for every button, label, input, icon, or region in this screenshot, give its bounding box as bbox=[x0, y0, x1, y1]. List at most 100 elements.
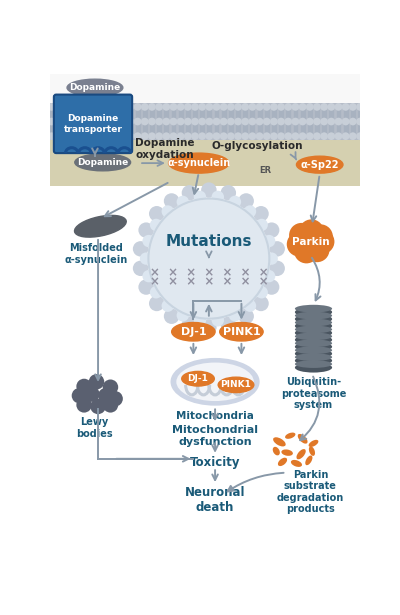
Circle shape bbox=[300, 231, 321, 252]
Ellipse shape bbox=[296, 449, 306, 459]
Circle shape bbox=[320, 132, 328, 140]
Text: Mitochondrial
dysfunction: Mitochondrial dysfunction bbox=[172, 425, 258, 446]
Bar bbox=[344, 122, 348, 135]
Bar bbox=[136, 107, 140, 120]
Bar bbox=[143, 122, 147, 135]
Circle shape bbox=[90, 399, 106, 414]
Circle shape bbox=[76, 103, 84, 111]
Circle shape bbox=[335, 117, 342, 125]
Bar bbox=[294, 122, 297, 135]
Bar bbox=[86, 122, 89, 135]
FancyBboxPatch shape bbox=[54, 95, 132, 153]
Text: Ubiquitin-
proteasome
system: Ubiquitin- proteasome system bbox=[281, 377, 346, 410]
Circle shape bbox=[198, 103, 206, 111]
Ellipse shape bbox=[295, 321, 332, 331]
Circle shape bbox=[141, 103, 149, 111]
Bar bbox=[164, 122, 168, 135]
Bar bbox=[351, 122, 355, 135]
Circle shape bbox=[120, 132, 127, 140]
Ellipse shape bbox=[75, 154, 130, 171]
Circle shape bbox=[155, 103, 163, 111]
Circle shape bbox=[248, 103, 256, 111]
Circle shape bbox=[184, 103, 192, 111]
Circle shape bbox=[270, 117, 278, 125]
Circle shape bbox=[294, 239, 319, 263]
Bar bbox=[78, 122, 82, 135]
Circle shape bbox=[284, 117, 292, 125]
Bar bbox=[121, 107, 125, 120]
Circle shape bbox=[107, 391, 123, 407]
Ellipse shape bbox=[305, 456, 312, 465]
Circle shape bbox=[306, 117, 314, 125]
Circle shape bbox=[184, 117, 192, 125]
Circle shape bbox=[201, 183, 217, 198]
Circle shape bbox=[198, 117, 206, 125]
Circle shape bbox=[212, 191, 224, 203]
Bar bbox=[294, 107, 297, 120]
Circle shape bbox=[342, 103, 350, 111]
Bar bbox=[114, 107, 118, 120]
Ellipse shape bbox=[295, 312, 332, 319]
Circle shape bbox=[170, 132, 177, 140]
Circle shape bbox=[292, 132, 299, 140]
Circle shape bbox=[220, 185, 236, 200]
Bar bbox=[243, 107, 247, 120]
Bar bbox=[222, 107, 226, 120]
Circle shape bbox=[227, 132, 235, 140]
Bar bbox=[157, 107, 161, 120]
Circle shape bbox=[148, 199, 269, 319]
Circle shape bbox=[133, 261, 148, 276]
Bar bbox=[279, 107, 283, 120]
Circle shape bbox=[310, 229, 334, 254]
Ellipse shape bbox=[295, 360, 332, 368]
Circle shape bbox=[256, 132, 264, 140]
Circle shape bbox=[84, 132, 91, 140]
Circle shape bbox=[227, 103, 235, 111]
Ellipse shape bbox=[298, 434, 308, 443]
Ellipse shape bbox=[74, 215, 126, 237]
Ellipse shape bbox=[218, 377, 254, 392]
Circle shape bbox=[277, 103, 285, 111]
Circle shape bbox=[244, 205, 256, 218]
Circle shape bbox=[177, 103, 184, 111]
Circle shape bbox=[313, 132, 321, 140]
Circle shape bbox=[194, 314, 206, 327]
Bar bbox=[93, 122, 96, 135]
Bar bbox=[222, 122, 226, 135]
Circle shape bbox=[182, 317, 197, 332]
Circle shape bbox=[349, 132, 357, 140]
Circle shape bbox=[162, 205, 174, 218]
Bar bbox=[50, 122, 54, 135]
Circle shape bbox=[69, 117, 77, 125]
Circle shape bbox=[134, 132, 142, 140]
Circle shape bbox=[320, 103, 328, 111]
Ellipse shape bbox=[309, 440, 318, 447]
Text: Mitochondria: Mitochondria bbox=[176, 411, 254, 421]
Text: Neuronal
death: Neuronal death bbox=[185, 486, 245, 514]
Circle shape bbox=[220, 317, 236, 332]
Bar bbox=[329, 107, 333, 120]
Ellipse shape bbox=[168, 153, 229, 173]
Circle shape bbox=[91, 117, 98, 125]
Circle shape bbox=[206, 117, 213, 125]
Circle shape bbox=[335, 103, 342, 111]
Bar bbox=[286, 122, 290, 135]
Circle shape bbox=[335, 132, 342, 140]
Text: Dopamine
oxydation: Dopamine oxydation bbox=[135, 138, 194, 160]
Circle shape bbox=[277, 132, 285, 140]
Text: Parkin
substrate
degradation
products: Parkin substrate degradation products bbox=[277, 470, 344, 514]
Circle shape bbox=[264, 279, 279, 295]
Text: PINK1: PINK1 bbox=[223, 327, 260, 337]
Circle shape bbox=[140, 252, 152, 265]
Bar bbox=[193, 107, 197, 120]
Circle shape bbox=[263, 270, 275, 282]
Ellipse shape bbox=[176, 363, 254, 401]
Text: Lewy
bodies: Lewy bodies bbox=[76, 417, 112, 439]
Text: Dopamine: Dopamine bbox=[77, 158, 128, 167]
Circle shape bbox=[313, 103, 321, 111]
Circle shape bbox=[84, 103, 91, 111]
Ellipse shape bbox=[182, 371, 214, 386]
Bar bbox=[186, 122, 190, 135]
Text: Misfolded
α-synuclein: Misfolded α-synuclein bbox=[65, 243, 128, 265]
Circle shape bbox=[134, 103, 142, 111]
